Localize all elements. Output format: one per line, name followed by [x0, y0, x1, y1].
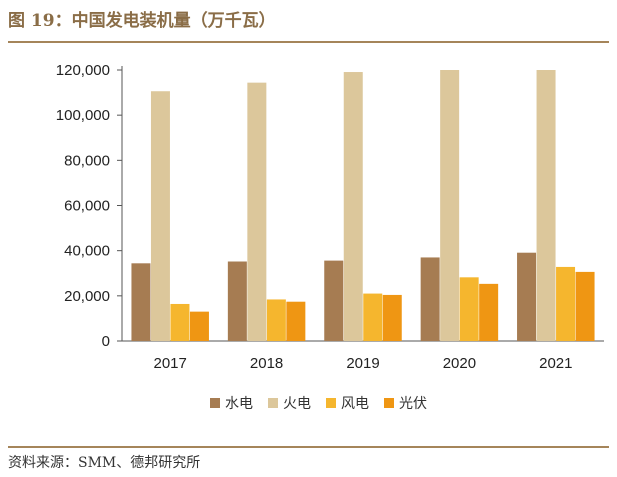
- source-rule: [8, 446, 609, 448]
- legend-swatch: [268, 398, 278, 408]
- y-tick-label: 20,000: [64, 288, 110, 305]
- legend: 水电 火电 风电 光伏: [210, 396, 427, 412]
- bar: [170, 303, 190, 341]
- bar: [343, 72, 363, 341]
- bar: [575, 271, 595, 341]
- bar: [479, 283, 499, 341]
- bar: [189, 311, 209, 341]
- bar: [247, 82, 267, 341]
- title-rule: [8, 41, 609, 43]
- source-note: 资料来源：SMM、德邦研究所: [8, 455, 201, 471]
- bar: [131, 263, 151, 341]
- bar: [227, 261, 247, 341]
- y-tick-label: 120,000: [56, 62, 110, 79]
- bar: [517, 252, 537, 341]
- legend-label: 火电: [283, 396, 311, 412]
- x-tick-label: 2020: [443, 355, 476, 372]
- x-tick-label: 2017: [154, 355, 187, 372]
- bar: [420, 257, 440, 341]
- x-axis: 2017 2018 2019 2020 2021: [122, 340, 604, 372]
- legend-swatch: [384, 398, 394, 408]
- bar: [286, 301, 306, 341]
- bar: [324, 260, 344, 341]
- x-tick-label: 2018: [250, 355, 283, 372]
- bars: [131, 70, 595, 341]
- legend-swatch: [210, 398, 220, 408]
- y-axis: 0 20,000 40,000 60,000 80,000 100,000 120,000: [56, 62, 123, 350]
- x-tick-label: 2019: [346, 355, 379, 372]
- legend-swatch: [326, 398, 336, 408]
- legend-label: 水电: [225, 396, 253, 412]
- bar: [459, 277, 479, 341]
- bar: [382, 294, 402, 341]
- bar: [556, 266, 576, 341]
- legend-label: 光伏: [399, 396, 427, 412]
- y-tick-label: 40,000: [64, 243, 110, 260]
- legend-label: 风电: [341, 396, 369, 412]
- bar: [536, 70, 556, 341]
- bar: [266, 299, 286, 341]
- bar: [440, 70, 460, 341]
- figure-title: 图 19：中国发电装机量（万千瓦）: [8, 11, 276, 31]
- y-tick-label: 100,000: [56, 107, 110, 124]
- y-tick-label: 80,000: [64, 152, 110, 169]
- bar: [363, 293, 383, 341]
- bar: [150, 91, 170, 341]
- y-tick-label: 60,000: [64, 198, 110, 215]
- y-tick-label: 0: [102, 333, 110, 350]
- x-tick-label: 2021: [539, 355, 572, 372]
